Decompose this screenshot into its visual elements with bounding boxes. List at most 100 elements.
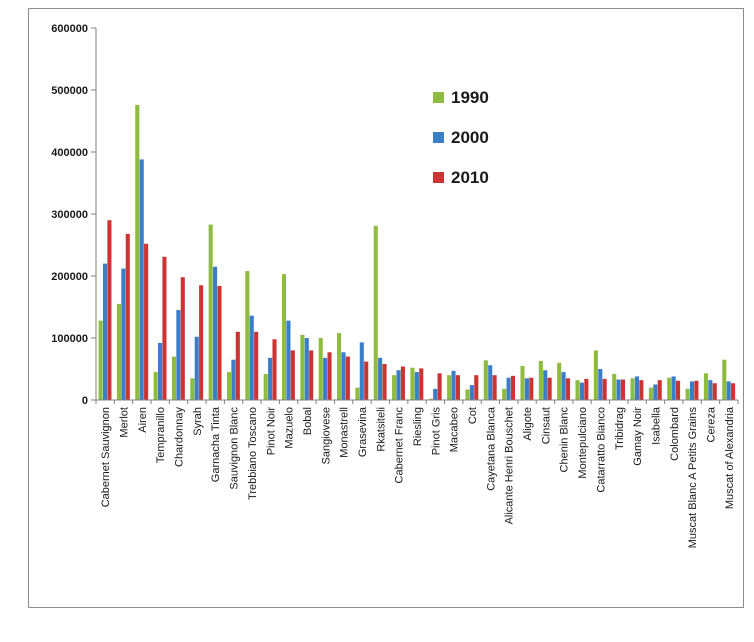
x-axis: Cabernet Sauvignon Merlot Airen Tempranillo… [95, 399, 739, 549]
bar-2000 [231, 359, 236, 400]
legend-label-2010: 2010 [451, 168, 489, 187]
bar-2010 [254, 331, 259, 400]
x-tick-label: Cot [467, 407, 479, 424]
bar-2010 [529, 377, 534, 400]
bar-1990 [520, 365, 525, 400]
bar-2000 [451, 370, 456, 400]
bar-2000 [158, 342, 163, 400]
y-tick-label: 300000 [51, 209, 88, 221]
bar-1990 [575, 380, 580, 400]
bar-2010 [144, 243, 149, 400]
bar-2000 [543, 370, 548, 400]
bar-2010 [474, 375, 479, 400]
bar-1990 [190, 378, 195, 400]
bar-2010 [125, 233, 130, 400]
bar-1990 [502, 388, 507, 400]
bar-2010 [419, 368, 424, 400]
bar-2010 [565, 378, 571, 400]
bar-2000 [469, 385, 474, 400]
bar-2000 [341, 352, 346, 400]
y-axis: 0 100000 200000 300000 400000 500000 600000 [51, 23, 97, 407]
bar-1990 [410, 367, 415, 400]
x-tick-label: Tempranillo [155, 407, 167, 463]
bar-1990 [593, 350, 598, 400]
bar-2000 [194, 336, 199, 400]
bar-2010 [235, 331, 240, 400]
legend-label-1990: 1990 [451, 88, 489, 107]
x-tick-label: Muscat Blanc A Petits Grains [687, 407, 699, 549]
bar-1990 [612, 373, 617, 400]
bar-2000 [488, 365, 493, 400]
bar-2010 [309, 350, 314, 400]
bar-2010 [731, 383, 736, 400]
y-tick-label: 200000 [51, 271, 88, 283]
x-tick-label: Catarratto Bianco [595, 407, 607, 493]
y-tick-label: 0 [82, 395, 88, 407]
bar-2010 [639, 380, 644, 400]
bar-1990 [153, 372, 158, 400]
x-tick-label: Colombard [669, 407, 681, 461]
x-tick-label: Merlot [119, 407, 131, 438]
bar-2000 [598, 369, 603, 400]
bar-1990 [135, 104, 140, 400]
bar-1990 [282, 274, 287, 400]
x-tick-label: Cabernet Sauvignon [100, 407, 112, 507]
bar-2000 [102, 263, 108, 400]
bar-2000 [726, 381, 731, 400]
bar-2010 [584, 378, 589, 400]
bar-2010 [676, 380, 681, 400]
bar-2010 [345, 356, 350, 400]
bar-1990 [667, 377, 672, 400]
bar-1990 [208, 224, 213, 400]
bar-2010 [180, 277, 185, 400]
x-tick-label: Bobal [302, 407, 314, 435]
bar-1990 [538, 360, 543, 400]
x-tick-label: Pinot Gris [430, 407, 442, 456]
legend-swatch-2010 [433, 172, 444, 183]
bar-2000 [616, 379, 621, 400]
bar-2010 [107, 220, 112, 400]
bar-2010 [364, 361, 369, 400]
bar-1990 [483, 360, 488, 400]
bars-group [98, 104, 736, 400]
bar-2010 [657, 380, 662, 400]
bar-2010 [199, 285, 204, 400]
bar-1990 [722, 359, 727, 400]
x-tick-label: Rkatsiteli [375, 407, 387, 452]
x-tick-label: Aligote [522, 407, 534, 441]
x-tick-label: Trebbiano Toscano [247, 407, 259, 500]
bar-2010 [272, 339, 277, 400]
bar-2010 [455, 375, 460, 400]
bar-2010 [492, 375, 497, 400]
x-tick-label: Isabella [650, 406, 662, 445]
bar-2000 [634, 376, 640, 400]
x-tick-label: Cabernet Franc [394, 407, 406, 484]
bar-2000 [323, 357, 328, 400]
bar-1990 [245, 271, 250, 400]
x-tick-label: Sangiovese [320, 407, 332, 465]
bar-2000 [121, 268, 126, 400]
bar-1990 [557, 362, 562, 400]
bar-2000 [708, 380, 713, 400]
bar-2000 [689, 381, 695, 400]
x-tick-label: Cayetana Blanca [485, 406, 497, 491]
x-tick-label: Grasevina [357, 406, 369, 457]
y-tick-label: 500000 [51, 85, 88, 97]
bar-2000 [268, 357, 273, 400]
bar-1990 [465, 389, 470, 400]
bar-1990 [226, 372, 232, 400]
bar-2010 [602, 378, 607, 400]
bar-2000 [213, 266, 218, 400]
bar-2000 [671, 376, 676, 400]
bar-2000 [378, 357, 383, 400]
y-tick-label: 100000 [51, 333, 88, 345]
x-tick-label: Syrah [192, 407, 204, 436]
bar-2000 [286, 320, 291, 400]
x-tick-label: Mazuelo [284, 407, 296, 449]
bar-2000 [396, 370, 401, 400]
bar-1990 [263, 373, 268, 400]
x-tick-label: Gamay Noir [632, 407, 644, 466]
x-tick-label: Montepulciano [577, 407, 589, 479]
x-tick-label: Alicante Henri Bouschet [504, 407, 516, 524]
